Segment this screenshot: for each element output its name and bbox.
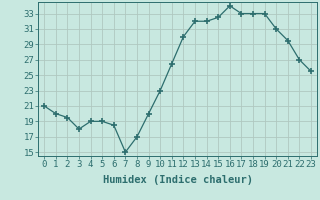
- X-axis label: Humidex (Indice chaleur): Humidex (Indice chaleur): [103, 175, 252, 185]
